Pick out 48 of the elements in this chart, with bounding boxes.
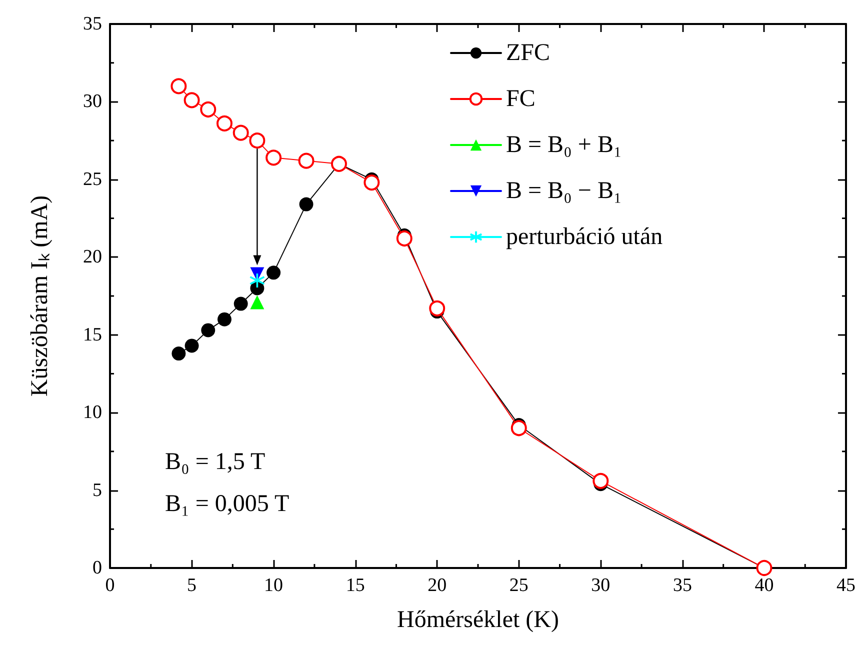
point: [184, 338, 199, 353]
y-tick-label: 0: [92, 558, 102, 578]
legend-label: B = B₀ + B₁: [506, 132, 622, 158]
x-tick-label: 10: [264, 575, 284, 596]
point: [200, 101, 216, 118]
x-tick-label: 20: [428, 575, 447, 596]
y-tick-label: 35: [83, 14, 102, 34]
y-tick-label: 10: [83, 402, 102, 424]
y-tick-label: 5: [92, 480, 102, 501]
point: [250, 295, 264, 310]
x-tick-label: 25: [509, 575, 528, 596]
point: [172, 346, 186, 361]
point: [592, 472, 609, 489]
y-axis-title: Küszöbáram Iₖ (mA): [27, 195, 53, 397]
legend-label: ZFC: [506, 40, 550, 66]
y-tick-label: 25: [83, 168, 102, 190]
point: [234, 296, 248, 311]
point: [396, 230, 412, 246]
point: [510, 420, 527, 436]
point: [266, 150, 282, 166]
point: [249, 272, 266, 288]
legend-label: B = B₀ − B₁: [506, 178, 622, 204]
point: [429, 300, 446, 316]
point: [218, 312, 232, 326]
point: [216, 115, 232, 132]
annotation: B₀ = 1,5 T: [165, 449, 266, 475]
point: [232, 124, 249, 141]
point: [299, 197, 314, 212]
point: [298, 152, 314, 169]
x-tick-label: 30: [591, 575, 610, 596]
x-tick-label: 35: [672, 575, 692, 596]
x-tick-label: 45: [836, 575, 856, 596]
x-tick-label: 15: [346, 575, 365, 596]
point: [184, 92, 200, 108]
y-tick-label: 30: [83, 91, 102, 112]
point: [364, 174, 380, 191]
y-tick-label: 15: [83, 324, 102, 346]
point: [266, 266, 281, 280]
x-tick-label: 40: [754, 575, 774, 596]
x-axis-title: Hőmérséklet (K): [397, 607, 559, 633]
point: [201, 323, 216, 338]
annotation: B₁ = 0,005 T: [165, 491, 290, 517]
legend-label: perturbáció után: [506, 224, 663, 250]
y-tick-label: 20: [83, 246, 102, 268]
point: [249, 132, 266, 149]
legend-label: FC: [506, 86, 536, 112]
point: [170, 78, 187, 94]
x-tick-label: 5: [187, 575, 197, 596]
